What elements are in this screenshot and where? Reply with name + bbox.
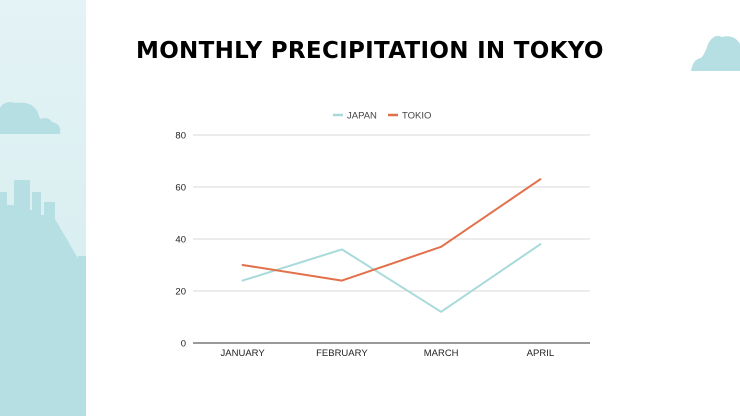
legend-label: JAPAN (347, 111, 377, 122)
y-tick-label: 40 (175, 235, 186, 246)
cloud-icon (0, 102, 61, 134)
series-line-japan (241, 243, 542, 313)
legend-label: TOKIO (402, 111, 431, 122)
page-title: MONTHLY PRECIPITATION IN TOKYO (136, 38, 604, 64)
x-tick-label: MARCH (424, 348, 459, 359)
x-tick-label: JANUARY (221, 348, 266, 359)
x-tick-label: FEBRUARY (316, 348, 368, 359)
left-decor-panel (0, 0, 86, 416)
y-tick-label: 80 (175, 131, 186, 142)
city-skyline-illustration (0, 102, 86, 416)
y-tick-label: 20 (175, 287, 186, 298)
cloud-icon (691, 35, 740, 71)
y-tick-label: 60 (175, 183, 186, 194)
y-tick-label: 0 (181, 339, 186, 350)
x-tick-label: APRIL (527, 348, 554, 359)
series-line-tokio (241, 178, 542, 282)
